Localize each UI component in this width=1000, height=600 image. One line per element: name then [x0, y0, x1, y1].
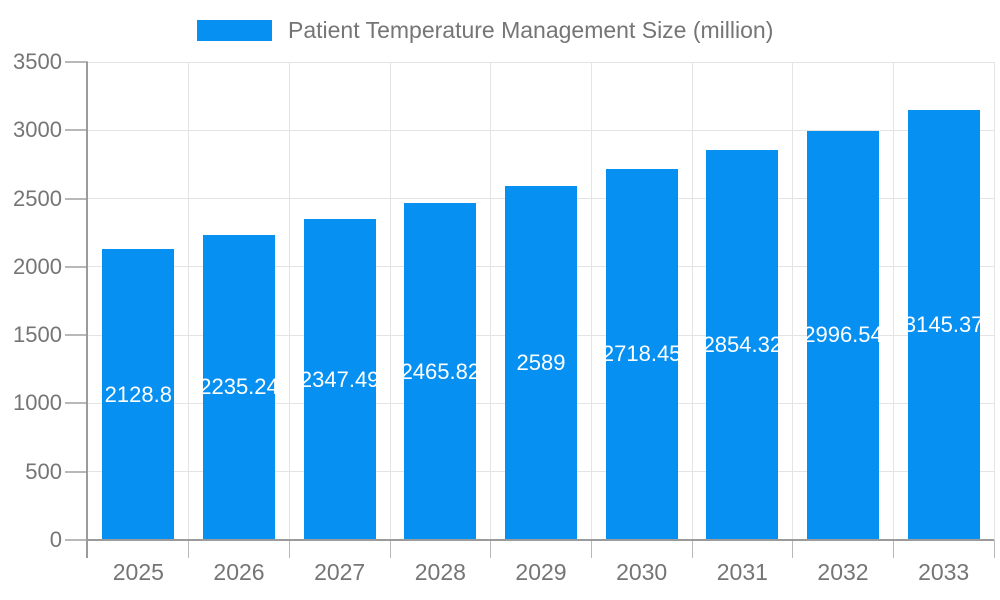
legend-label: Patient Temperature Management Size (mil… — [288, 17, 774, 43]
bar-value-label: 2235.24 — [203, 374, 275, 400]
v-gridline — [691, 62, 693, 540]
v-gridline — [188, 62, 190, 540]
y-axis-tick — [65, 334, 88, 337]
v-gridline — [792, 62, 794, 540]
x-axis-tick — [188, 540, 190, 558]
bar-value-label: 3145.37 — [907, 312, 980, 338]
bar: 2347.49 — [303, 219, 376, 540]
v-gridline — [590, 62, 592, 540]
y-axis-line — [86, 62, 88, 558]
x-axis-tick — [993, 540, 995, 558]
bar: 2996.54 — [807, 130, 879, 540]
bar: 3145.37 — [907, 110, 980, 540]
y-axis-tick — [65, 470, 88, 473]
y-tick-label: 1000 — [13, 390, 62, 416]
x-tick-label: 2033 — [918, 559, 970, 585]
y-axis-tick — [65, 197, 88, 200]
y-tick-label: 3000 — [13, 117, 62, 143]
v-gridline — [389, 62, 391, 540]
x-axis-tick — [892, 540, 894, 558]
y-axis-tick — [65, 265, 88, 268]
v-gridline — [288, 62, 290, 540]
v-gridline — [490, 62, 492, 540]
bar-value-label: 2465.82 — [404, 358, 477, 384]
x-tick-label: 2027 — [314, 559, 366, 585]
x-axis-tick — [288, 540, 290, 558]
bar-value-label: 2996.54 — [807, 322, 879, 348]
y-tick-label: 500 — [25, 458, 62, 484]
x-tick-label: 2029 — [515, 559, 567, 585]
legend-swatch-icon — [197, 20, 272, 41]
y-tick-label: 3500 — [13, 49, 62, 74]
x-tick-label: 2028 — [414, 559, 466, 585]
x-tick-label: 2026 — [213, 559, 265, 585]
bar: 2589 — [505, 186, 577, 540]
x-axis-tick — [490, 540, 492, 558]
y-axis-tick — [65, 402, 88, 405]
x-axis-tick — [389, 540, 391, 558]
y-tick-label: 0 — [49, 527, 62, 552]
x-axis-line — [86, 539, 994, 541]
y-tick-label: 2000 — [13, 253, 62, 279]
bar-value-label: 2347.49 — [303, 366, 376, 392]
y-axis-tick — [65, 129, 88, 132]
v-gridline — [993, 62, 995, 540]
legend: Patient Temperature Management Size (mil… — [197, 17, 773, 44]
v-gridline — [892, 62, 894, 540]
x-axis-tick — [792, 540, 794, 558]
y-tick-label: 1500 — [13, 322, 62, 348]
h-gridline — [88, 61, 994, 63]
x-axis-tick — [590, 540, 592, 558]
bar: 2718.45 — [605, 168, 678, 540]
x-tick-label: 2032 — [817, 559, 869, 585]
y-axis-tick — [65, 539, 88, 541]
bar: 2854.32 — [706, 150, 779, 540]
h-gridline — [88, 129, 994, 131]
x-tick-label: 2031 — [716, 559, 768, 585]
bar-value-label: 2854.32 — [706, 332, 779, 358]
x-tick-label: 2030 — [616, 559, 668, 585]
bar: 2128.8 — [102, 249, 175, 540]
bar: 2465.82 — [404, 203, 477, 540]
y-axis-tick — [65, 61, 88, 63]
bar: 2235.24 — [203, 234, 275, 540]
x-axis-tick — [691, 540, 693, 558]
x-tick-label: 2025 — [112, 559, 164, 585]
bar-value-label: 2128.8 — [104, 381, 172, 407]
bar-value-label: 2718.45 — [605, 341, 678, 367]
y-tick-label: 2500 — [13, 185, 62, 211]
bar-value-label: 2589 — [516, 350, 566, 376]
